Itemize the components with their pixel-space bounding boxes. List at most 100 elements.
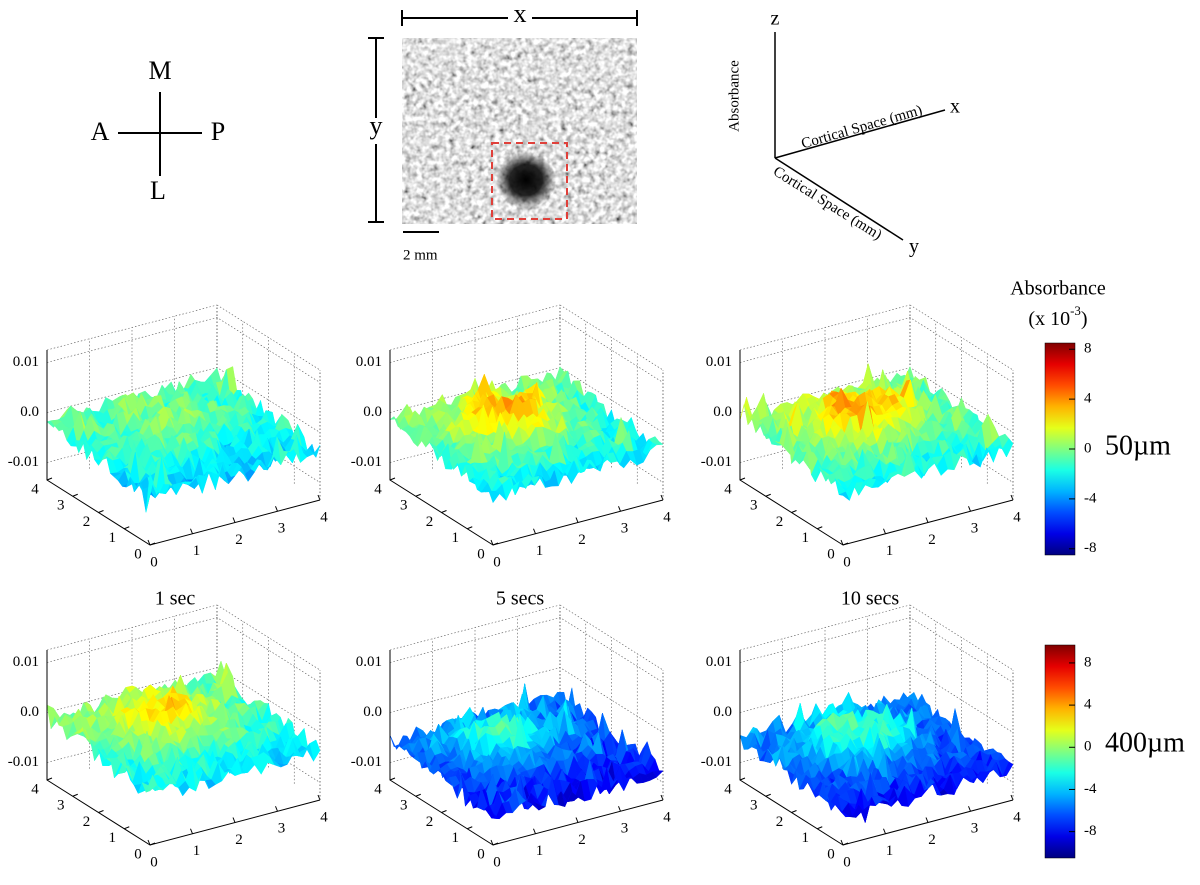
tick-mark <box>275 506 278 512</box>
colorbar-unit: (x 10-3) <box>1028 303 1087 330</box>
z-tick-label: -0.01 <box>8 754 39 770</box>
z-tick-label: 0.0 <box>20 404 39 420</box>
y-tick-label: 3 <box>400 498 408 514</box>
z-tick-label: 0.01 <box>356 654 382 670</box>
x-tick-label: 1 <box>536 843 544 859</box>
tick-mark <box>441 510 447 513</box>
surface-plot: 0.01 0.0 -0.01 0 1 2 3 4 0 1 2 3 4 <box>701 304 1021 570</box>
image-panel: x y 2 mm <box>364 0 638 263</box>
y-tick-label: 4 <box>31 781 39 797</box>
tick-mark <box>925 517 929 523</box>
x-tick-label: 4 <box>320 809 328 825</box>
label: L <box>150 176 166 205</box>
unit-end: ) <box>1081 308 1088 330</box>
time-label: 10 secs <box>841 588 900 610</box>
y-tick-label: 3 <box>400 798 408 814</box>
tick-mark <box>618 806 621 812</box>
tick-mark <box>883 528 886 534</box>
tick-mark <box>791 510 797 513</box>
time-label: 5 secs <box>496 588 545 610</box>
x-tick-label: 0 <box>150 854 158 870</box>
tick-mark <box>739 477 746 481</box>
time-label: 1 sec <box>155 588 196 610</box>
tick-mark <box>275 806 278 812</box>
row-label: 400µm <box>1105 727 1185 758</box>
tick-mark <box>1010 494 1014 501</box>
y-tick-label: 3 <box>750 798 758 814</box>
colorbar-tick-label: 8 <box>1084 654 1092 670</box>
roi-box <box>491 142 568 220</box>
z-tick-label: 0.0 <box>713 704 732 720</box>
tick-mark <box>817 526 823 530</box>
tick-mark <box>124 526 130 530</box>
colorbar-tick-label: -8 <box>1084 540 1097 556</box>
surface-plot: 0.01 0.0 -0.01 0 1 2 3 4 0 1 2 3 4 <box>8 604 328 870</box>
axis-line <box>389 350 664 546</box>
tick-mark <box>147 539 151 546</box>
y-tick-label: 1 <box>452 830 460 846</box>
x-tick-label: 0 <box>843 854 851 870</box>
y-tick-label: 4 <box>374 481 382 497</box>
x-tick-label: 1 <box>193 543 201 559</box>
x-tick-label: 3 <box>278 521 286 537</box>
axis-title: Absorbance <box>726 60 742 132</box>
x-tick-label: 4 <box>663 509 671 525</box>
tick-mark <box>925 817 929 823</box>
colorbar-tick-label: 4 <box>1084 391 1092 407</box>
y-tick-label: 4 <box>724 481 732 497</box>
surface-plot: 0.01 0.0 -0.01 0 1 2 3 4 0 1 2 3 4 <box>8 304 328 570</box>
colorbar <box>1044 644 1076 859</box>
tick-mark <box>317 494 321 501</box>
tick-mark <box>46 477 53 481</box>
z-tick-label: 0.01 <box>706 654 732 670</box>
tick-mark <box>533 828 536 834</box>
colorbar-tick-label: 8 <box>1084 341 1092 357</box>
axis-title: Cortical Space (mm) <box>770 164 884 244</box>
x-tick-label: 4 <box>1013 809 1021 825</box>
dark-spot <box>496 152 556 208</box>
tick-mark <box>232 817 236 823</box>
y-tick-label: 3 <box>750 498 758 514</box>
label: P <box>211 117 225 146</box>
axis-line <box>774 157 904 241</box>
x-tick-label: 3 <box>278 821 286 837</box>
z-tick-label: 0.0 <box>20 704 39 720</box>
x-tick-label: 1 <box>193 843 201 859</box>
tick-mark <box>72 493 78 497</box>
label: A <box>91 117 110 146</box>
z-tick-label: 0.0 <box>713 404 732 420</box>
tick-mark <box>232 517 236 523</box>
z-tick-label: -0.01 <box>351 454 382 470</box>
x-tick-label: 3 <box>971 821 979 837</box>
colorbar-tick-label: 0 <box>1084 739 1092 755</box>
x-tick-label: 3 <box>971 521 979 537</box>
grid-line <box>46 617 321 683</box>
y-tick-label: 1 <box>109 530 117 546</box>
tick-mark <box>883 828 886 834</box>
y-tick-label: 1 <box>802 830 810 846</box>
y-tick-label: 2 <box>426 814 434 830</box>
z-tick-label: -0.01 <box>351 754 382 770</box>
tick-mark <box>441 810 447 813</box>
y-tick-label: 0 <box>134 546 142 562</box>
x-tick-label: 2 <box>578 532 586 548</box>
label: y <box>370 111 383 140</box>
grid-line <box>739 317 1014 383</box>
label: y <box>909 236 919 258</box>
x-tick-label: 3 <box>621 821 629 837</box>
tick-mark <box>533 528 536 534</box>
tick-mark <box>765 793 771 797</box>
orientation: M A P L <box>91 56 226 205</box>
tick-mark <box>618 506 621 512</box>
surface-patch <box>145 472 157 513</box>
surface-patch <box>488 490 500 504</box>
unit: (x 10 <box>1028 308 1070 330</box>
z-tick-label: 0.0 <box>363 704 382 720</box>
tick-mark <box>415 793 421 797</box>
label: M <box>148 56 171 85</box>
z-tick-label: 0.01 <box>356 354 382 370</box>
label-bg <box>508 6 532 30</box>
tick-mark <box>968 806 971 812</box>
x-tick-label: 4 <box>1013 509 1021 525</box>
y-tick-label: 1 <box>109 830 117 846</box>
